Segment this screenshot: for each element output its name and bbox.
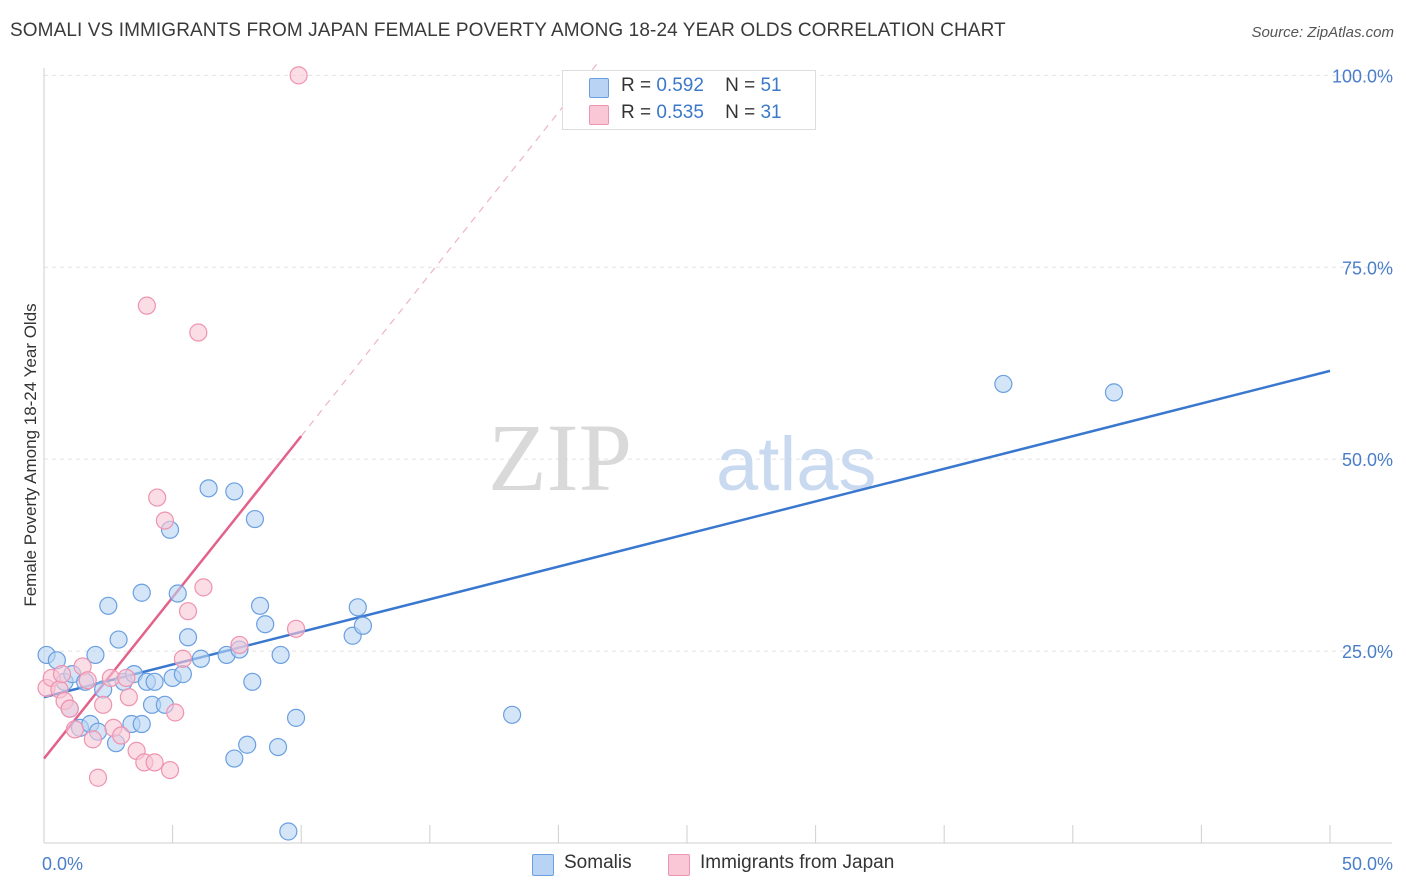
japan-point [286, 619, 306, 638]
bottom-legend-label-japan: Immigrants from Japan [700, 852, 895, 873]
watermark-zip: ZIP [488, 404, 632, 511]
y-tick-labels: 25.0% 50.0% 75.0% 100.0% [1332, 66, 1393, 662]
correlation-legend: R = 0.592 N = 51 R = 0.535 N = 31 [562, 70, 816, 130]
somalis-point [109, 630, 128, 649]
legend-n-somalis: 51 [760, 75, 782, 96]
japan-point [83, 730, 102, 749]
japan-point [88, 768, 108, 787]
legend-r-japan: 0.535 [656, 102, 704, 123]
japan-point [60, 699, 79, 718]
somalis-point [132, 583, 151, 602]
axes [43, 68, 1392, 844]
japan-point [155, 511, 174, 530]
y-tick-label: 25.0% [1342, 642, 1393, 662]
gridlines [44, 74, 1392, 652]
japan-point [145, 753, 164, 772]
somalis-point [173, 665, 192, 684]
bottom-legend-label-somalis: Somalis [564, 852, 632, 873]
somalis-point [286, 708, 306, 727]
japan-point [173, 649, 192, 668]
somalis-point [503, 705, 522, 724]
somalis-point [132, 714, 151, 734]
legend-n-japan: 31 [760, 102, 782, 123]
somalis-point [168, 584, 187, 603]
watermark: ZIP atlas [488, 404, 877, 511]
somalis-point [199, 479, 218, 498]
x-tick-label: 0.0% [42, 854, 83, 874]
legend-swatch-japan [589, 105, 609, 125]
japan-point [289, 66, 308, 85]
somalis-point [268, 737, 288, 757]
japan-point [194, 578, 213, 597]
somalis-point [145, 672, 164, 691]
x-tick-labels: 0.0% 50.0% [42, 854, 1393, 874]
japan-point [119, 688, 138, 707]
y-tick-label: 100.0% [1332, 66, 1393, 86]
somalis-point [225, 749, 244, 768]
somalis-point [348, 598, 367, 617]
somalis-point [225, 482, 244, 501]
somalis-point [243, 672, 262, 691]
japan-point [178, 602, 198, 621]
japan-point [101, 668, 120, 688]
japan-trend-extension [300, 63, 598, 437]
somalis-point [86, 645, 105, 665]
japan-point [160, 760, 180, 780]
data-points [37, 66, 1124, 841]
somalis-point [238, 735, 257, 754]
somalis-point [279, 822, 298, 841]
japan-point [166, 703, 185, 722]
somalis-point [256, 615, 275, 634]
somalis-point [245, 509, 265, 529]
y-axis-title: Female Poverty Among 18-24 Year Olds [21, 303, 40, 606]
somalis-point [1104, 383, 1124, 402]
japan-point [78, 671, 97, 690]
japan-point [230, 635, 249, 655]
watermark-atlas: atlas [716, 422, 877, 507]
somalis-trend-line [43, 369, 1331, 699]
legend-r-somalis: 0.592 [656, 75, 704, 96]
somalis-point [250, 596, 270, 615]
somalis-point [178, 628, 198, 647]
somalis-point [994, 374, 1013, 394]
somalis-point [191, 649, 210, 668]
source-label: Source: ZipAtlas.com [1251, 24, 1394, 41]
somalis-point [99, 596, 118, 615]
bottom-legend-swatch-japan [668, 854, 690, 876]
japan-point [52, 665, 72, 684]
somalis-point [353, 616, 373, 635]
y-tick-label: 50.0% [1342, 450, 1393, 470]
legend-text-somalis: R = 0.592 N = 51 [621, 75, 782, 96]
japan-point [137, 296, 156, 315]
japan-point [112, 726, 131, 745]
somalis-point [271, 645, 290, 665]
japan-point [148, 488, 167, 507]
legend-text-japan: R = 0.535 N = 31 [621, 102, 782, 123]
chart-title: SOMALI VS IMMIGRANTS FROM JAPAN FEMALE P… [10, 20, 1006, 41]
x-tick-label: 50.0% [1342, 854, 1393, 874]
x-ticks [43, 825, 1331, 843]
legend-swatch-somalis [589, 78, 609, 98]
japan-point [94, 695, 113, 714]
japan-point [117, 668, 136, 688]
y-tick-label: 75.0% [1342, 258, 1393, 278]
japan-point [189, 323, 208, 342]
bottom-legend-swatch-somalis [532, 854, 554, 876]
japan-point [65, 720, 84, 739]
